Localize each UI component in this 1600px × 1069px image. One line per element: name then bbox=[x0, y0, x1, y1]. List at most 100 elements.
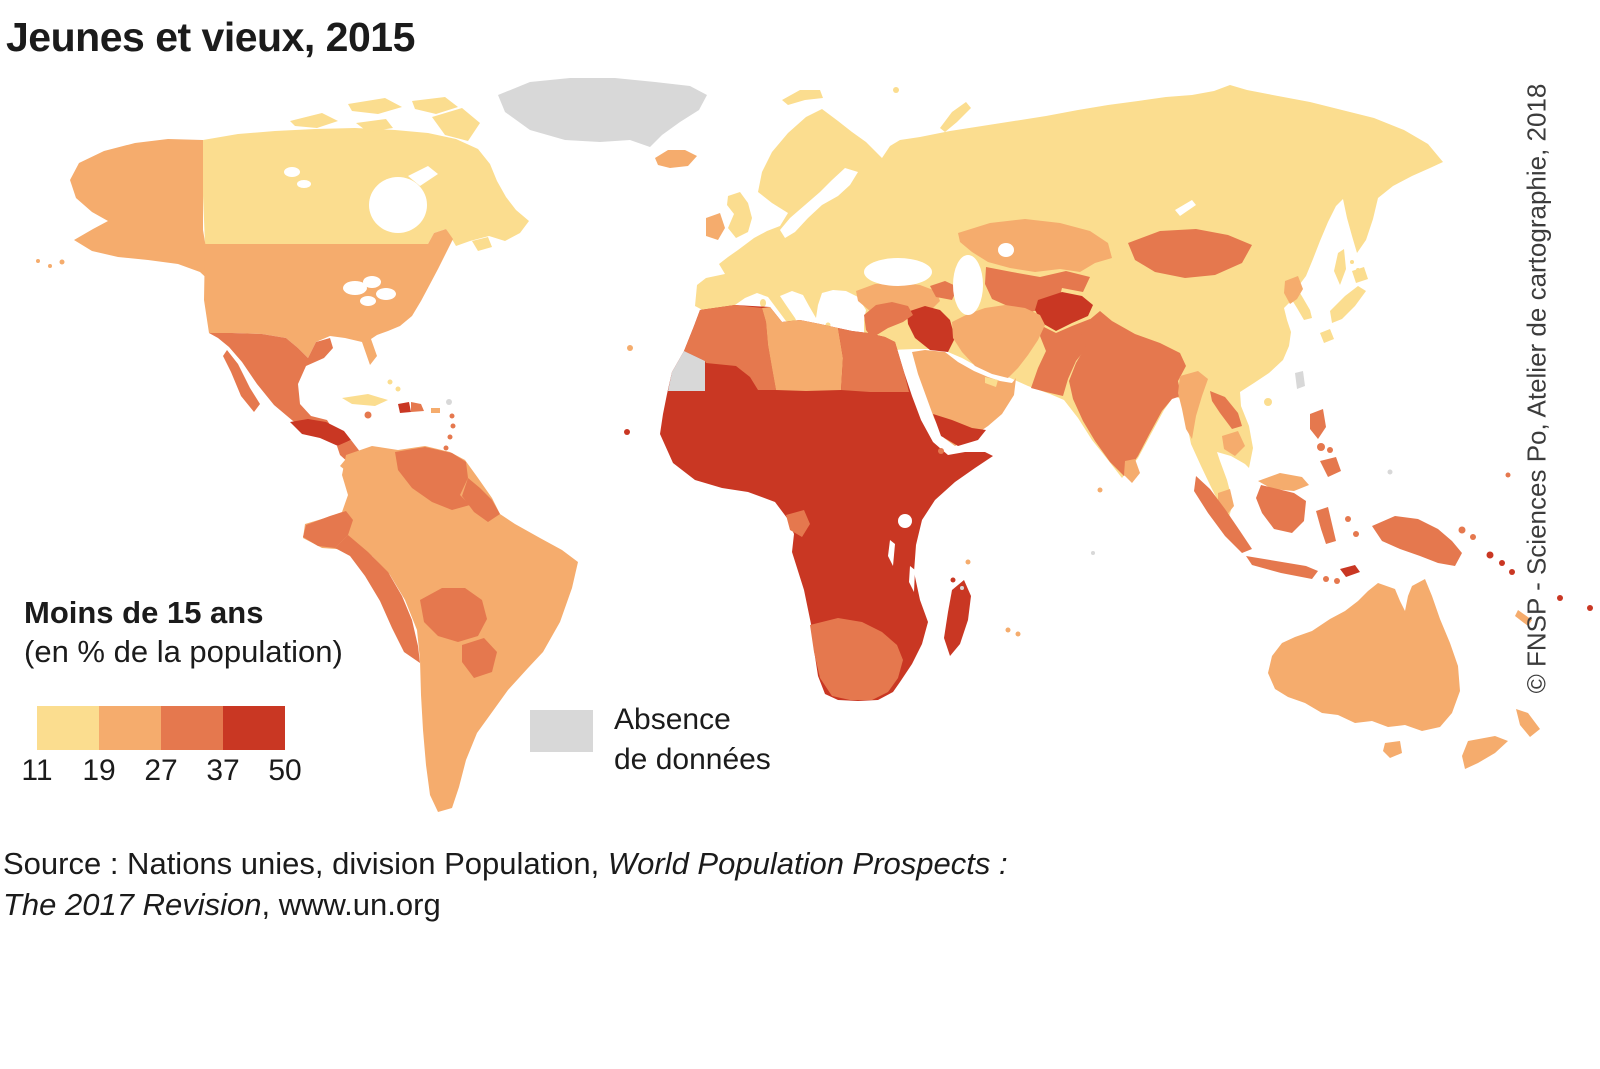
region-egypt bbox=[838, 328, 909, 392]
region-tasmania bbox=[1383, 741, 1402, 758]
region-lesser-antilles bbox=[443, 445, 449, 451]
region-pakistan bbox=[1031, 319, 1098, 396]
region-guatemala-honduras bbox=[290, 419, 351, 446]
region-lesser-antilles bbox=[450, 423, 456, 429]
region-new-guinea bbox=[1372, 516, 1462, 566]
region-uk bbox=[727, 192, 752, 238]
region-cape-verde bbox=[624, 429, 630, 435]
region-cambodia bbox=[1222, 431, 1245, 456]
legend-tick: 19 bbox=[82, 754, 116, 787]
source-line2: The 2017 Revision, www.un.org bbox=[3, 887, 441, 922]
legend-swatch-bin1 bbox=[37, 706, 99, 750]
sea-baltic bbox=[780, 168, 858, 238]
sea-hudson-bay bbox=[369, 177, 427, 233]
legend-title: Moins de 15 ans bbox=[24, 595, 264, 630]
region-india bbox=[1069, 311, 1186, 476]
region-myanmar bbox=[1178, 371, 1208, 439]
lake-great-slave bbox=[297, 180, 311, 188]
region-ecuador bbox=[303, 511, 353, 548]
region-yemen bbox=[933, 414, 986, 446]
page-title: Jeunes et vieux, 2015 bbox=[6, 14, 415, 60]
region-canada-island bbox=[412, 97, 458, 114]
region-sri-lanka bbox=[1124, 459, 1140, 483]
lake-huron bbox=[363, 276, 381, 288]
region-solomon bbox=[1486, 551, 1494, 559]
lake-erie-ontario bbox=[376, 288, 396, 300]
region-seychelles bbox=[965, 559, 971, 565]
lake-baikal bbox=[1175, 200, 1196, 216]
region-canada-baffin bbox=[432, 108, 480, 141]
lake-malawi bbox=[909, 566, 915, 592]
region-reunion bbox=[1015, 631, 1021, 637]
region-mindanao bbox=[1320, 457, 1341, 477]
region-north-korea bbox=[1284, 276, 1303, 304]
region-central-asia bbox=[985, 267, 1090, 312]
region-paraguay bbox=[462, 638, 497, 678]
region-sulawesi bbox=[1316, 507, 1336, 544]
region-mauritius bbox=[1005, 627, 1011, 633]
region-taiwan bbox=[1295, 371, 1305, 389]
legend-swatch-bin3 bbox=[161, 706, 223, 750]
region-java bbox=[1246, 556, 1318, 579]
region-lesser-antilles bbox=[447, 434, 453, 440]
region-morocco-algeria bbox=[684, 305, 776, 390]
region-sumatra bbox=[1194, 476, 1252, 553]
region-aleutians bbox=[36, 259, 40, 263]
sea-aral bbox=[998, 243, 1014, 257]
region-baja-california bbox=[223, 350, 260, 412]
region-svalbard bbox=[782, 90, 823, 105]
lake-tanganyika bbox=[888, 540, 895, 566]
region-sakhalin bbox=[1334, 249, 1346, 285]
region-greenland bbox=[498, 78, 707, 147]
region-afghanistan bbox=[1035, 292, 1093, 331]
region-bolivia bbox=[420, 588, 487, 642]
region-africa bbox=[660, 305, 993, 701]
region-corsica bbox=[760, 299, 766, 307]
region-maldives bbox=[1097, 487, 1103, 493]
region-uae bbox=[985, 377, 998, 387]
region-micronesia bbox=[1505, 472, 1511, 478]
region-aleutians bbox=[59, 259, 65, 265]
region-haiti bbox=[398, 402, 411, 413]
region-solomon bbox=[1499, 560, 1505, 566]
legend-tick: 27 bbox=[144, 754, 178, 787]
region-guyanas bbox=[462, 478, 500, 522]
region-japan-hokkaido bbox=[1352, 267, 1368, 283]
region-moluccas bbox=[1353, 531, 1359, 537]
region-timor bbox=[1340, 565, 1360, 577]
world-map bbox=[36, 78, 1593, 812]
region-japan-honshu bbox=[1330, 286, 1366, 323]
region-australia bbox=[1268, 579, 1460, 731]
region-ireland bbox=[706, 213, 725, 240]
region-new-caledonia bbox=[1515, 610, 1532, 626]
region-venezuela bbox=[395, 447, 470, 510]
no-data-label: Absence de données bbox=[614, 703, 771, 776]
region-canary bbox=[627, 345, 633, 351]
legend-tick: 50 bbox=[268, 754, 302, 787]
sea-hudson-strait bbox=[408, 166, 438, 186]
region-mongolia bbox=[1128, 229, 1252, 278]
region-tunisia-libya bbox=[762, 307, 843, 391]
region-lesser-antilles bbox=[449, 413, 455, 419]
legend-ticks: 11 19 27 37 50 bbox=[21, 754, 301, 788]
region-canada-island bbox=[348, 98, 402, 114]
region-puerto-rico bbox=[431, 408, 440, 413]
region-mexico bbox=[209, 333, 333, 431]
region-lesser-sunda bbox=[1334, 578, 1340, 584]
legend-colorbar bbox=[37, 706, 285, 750]
region-palau bbox=[1387, 469, 1393, 475]
region-novaya-zemlya bbox=[940, 102, 971, 132]
region-caucasus bbox=[930, 281, 958, 300]
region-kuril bbox=[1350, 260, 1354, 264]
sea-black bbox=[864, 258, 932, 286]
region-iraq bbox=[907, 306, 955, 352]
region-visayas bbox=[1327, 447, 1333, 453]
no-data-swatch bbox=[530, 710, 593, 752]
region-gabon bbox=[786, 510, 810, 537]
legend-subtitle: (en % de la population) bbox=[24, 634, 343, 669]
region-alaska bbox=[70, 139, 231, 297]
lake-victoria bbox=[898, 514, 912, 528]
region-bahamas bbox=[387, 379, 393, 385]
region-luzon bbox=[1310, 409, 1326, 439]
region-laos bbox=[1210, 391, 1242, 429]
